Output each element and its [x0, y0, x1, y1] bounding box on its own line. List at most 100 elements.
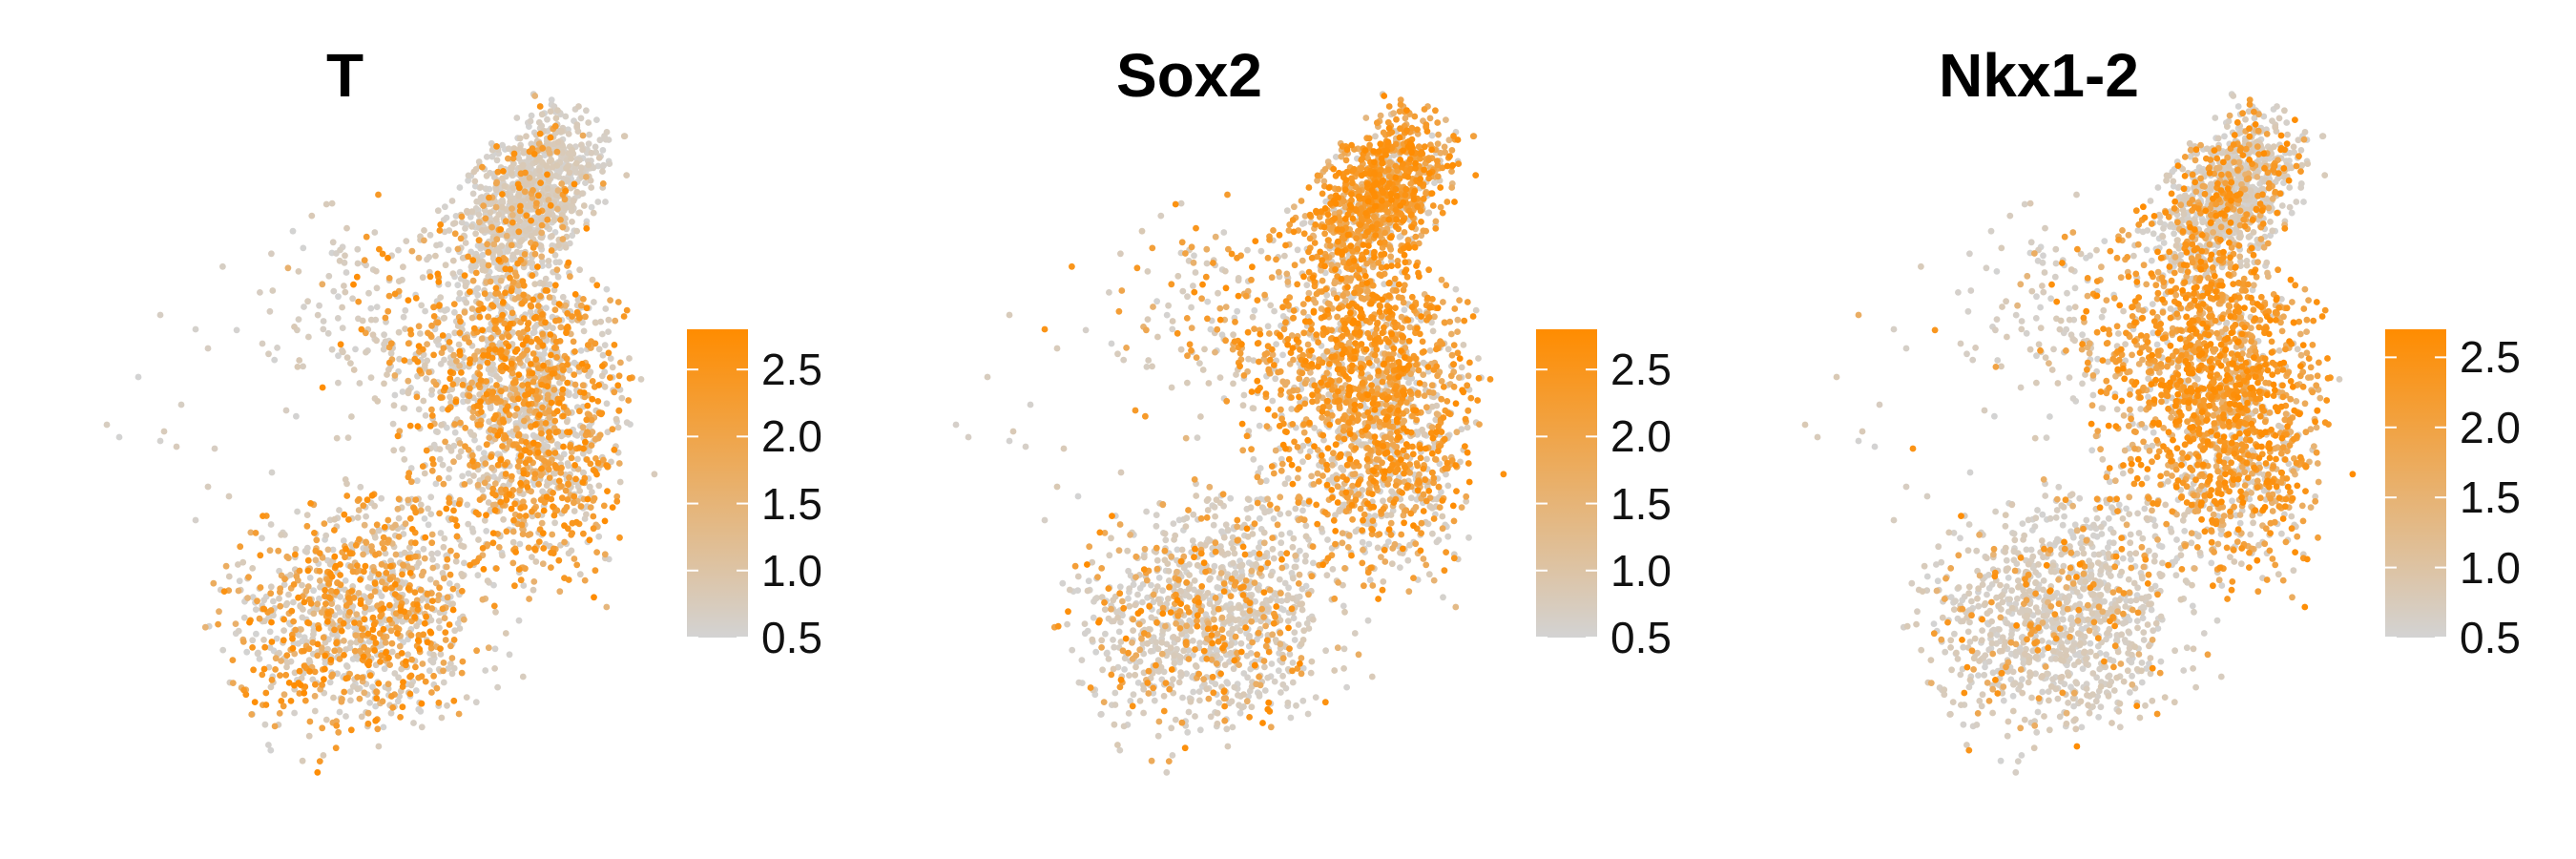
cell-point	[563, 504, 571, 511]
cell-point	[394, 698, 402, 705]
cell-point	[240, 614, 248, 621]
cell-point	[316, 577, 323, 584]
cell-point	[589, 489, 595, 495]
cell-point	[415, 559, 423, 567]
cell-point	[517, 505, 525, 512]
panel-sox2: Sox2 0.5 1.0 1.5 2.0 2.5	[849, 0, 1708, 859]
cell-point	[564, 310, 571, 317]
cell-point	[551, 512, 558, 519]
cell-point	[355, 590, 363, 597]
cell-point	[422, 307, 428, 315]
cell-point	[354, 245, 362, 253]
cell-point	[612, 317, 619, 325]
cell-point	[574, 128, 582, 136]
cell-point	[359, 625, 365, 632]
cell-point	[341, 688, 348, 696]
cell-point	[592, 567, 599, 575]
cell-point	[514, 463, 522, 471]
cell-point	[405, 340, 412, 347]
cell-point	[533, 156, 541, 163]
cell-point	[467, 385, 473, 392]
cell-point	[475, 536, 482, 543]
cell-point	[268, 469, 276, 476]
cell-point	[616, 534, 623, 541]
cell-point	[620, 313, 628, 320]
cell-point	[571, 508, 578, 514]
cell-point	[308, 212, 316, 220]
cell-point	[260, 665, 268, 673]
cell-point	[545, 211, 552, 219]
cell-point	[1288, 570, 1296, 576]
cell-point	[239, 558, 247, 566]
cell-point	[525, 544, 532, 552]
cell-point	[562, 487, 570, 494]
cell-point	[437, 394, 445, 401]
cell-point	[339, 304, 345, 311]
cell-point	[475, 211, 483, 219]
cell-point	[511, 582, 518, 590]
cell-point	[539, 530, 547, 537]
cell-point	[242, 691, 250, 699]
cell-point	[468, 305, 476, 312]
cell-point	[530, 578, 538, 585]
cell-point	[379, 539, 386, 547]
cell-point	[572, 159, 580, 167]
cell-point	[497, 346, 505, 354]
cell-point	[520, 291, 527, 299]
cell-point	[399, 618, 406, 625]
cell-point	[296, 667, 303, 675]
cell-point	[320, 634, 327, 641]
cell-point	[299, 581, 305, 589]
cell-point	[233, 326, 240, 334]
cell-point	[385, 654, 392, 661]
cell-point	[341, 652, 347, 659]
cell-point	[505, 145, 512, 153]
cell-point	[543, 140, 551, 148]
cell-point	[533, 199, 540, 207]
cell-point	[601, 551, 609, 558]
cell-point	[1064, 620, 1070, 628]
cell-point	[317, 583, 323, 591]
cell-point	[451, 220, 459, 227]
cell-point	[405, 377, 412, 385]
cell-point	[391, 591, 399, 597]
cell-point	[472, 230, 479, 238]
cell-point	[396, 428, 404, 434]
cell-point	[623, 306, 631, 314]
cell-point	[307, 599, 315, 607]
cell-point	[553, 441, 561, 448]
cell-point	[607, 355, 614, 362]
cell-point	[498, 388, 505, 395]
cell-point	[553, 354, 560, 361]
cell-point	[1210, 521, 1217, 529]
cell-point	[518, 352, 526, 360]
cell-point	[552, 429, 559, 436]
cell-point	[623, 172, 631, 179]
cell-point	[566, 429, 573, 436]
cell-point	[399, 571, 405, 578]
cell-point	[400, 313, 407, 321]
cell-point	[438, 714, 446, 722]
cell-point	[416, 645, 423, 653]
cell-point	[443, 563, 450, 571]
cell-point	[1165, 302, 1172, 309]
chart-title: T	[326, 41, 364, 110]
cell-point	[544, 171, 551, 178]
cell-point	[343, 646, 349, 653]
cell-point	[510, 145, 518, 152]
cell-point	[1130, 691, 1137, 699]
cell-point	[435, 303, 443, 309]
cell-point	[375, 526, 383, 534]
cell-point	[489, 530, 497, 536]
cell-point	[521, 422, 529, 430]
cell-point	[420, 397, 427, 405]
scatter-plot	[952, 91, 1597, 776]
cell-point	[1278, 539, 1285, 547]
cell-point	[311, 530, 318, 536]
cell-point	[216, 608, 222, 616]
cell-point	[522, 169, 529, 177]
cell-point	[553, 162, 561, 169]
cell-point	[1299, 442, 1307, 450]
cell-point	[467, 478, 473, 485]
cell-point	[314, 311, 322, 319]
